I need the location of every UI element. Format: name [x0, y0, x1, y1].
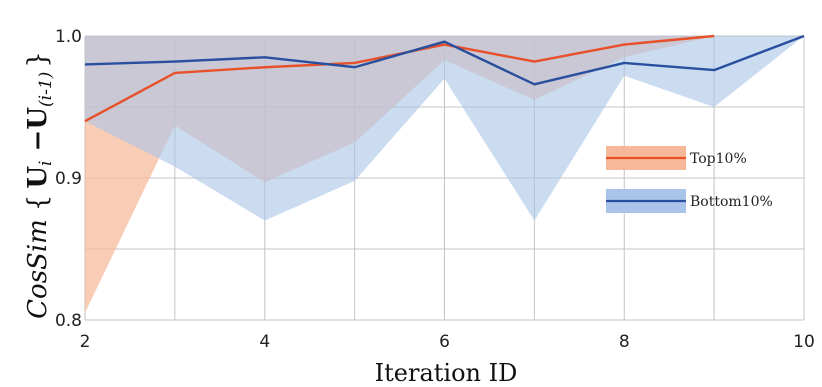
- legend: Top10% Bottom10%: [606, 146, 773, 213]
- legend-item-top10: Top10%: [606, 146, 747, 170]
- legend-label-bottom10: Bottom10%: [690, 194, 773, 210]
- y-axis-title-minus: −: [23, 130, 53, 161]
- line-bottom10: [84, 34, 805, 86]
- x-tick-label: 2: [80, 332, 91, 352]
- series-lines: [84, 34, 805, 123]
- y-axis-title-open-brace: {: [23, 195, 53, 212]
- y-axis-title-u1: U: [23, 166, 53, 189]
- bands: [85, 36, 804, 313]
- band-bottom10: [85, 36, 804, 221]
- x-tick-label: 8: [619, 332, 630, 352]
- y-axis-title-sub2: (i-1): [36, 72, 56, 107]
- y-tick-label: 0.8: [55, 311, 82, 331]
- y-tick-label: 1.0: [55, 27, 82, 47]
- y-axis-title-close-brace: }: [23, 51, 53, 68]
- x-tick-label: 6: [439, 332, 450, 352]
- y-axis-title: CosSim{Ui −U(i-1)}: [23, 51, 56, 319]
- y-axis-title-u2: U: [23, 107, 53, 130]
- x-axis-title: Iteration ID: [375, 359, 518, 387]
- x-ticks: 2 4 6 8 10: [80, 332, 815, 352]
- y-axis-title-sub1: i: [36, 161, 56, 166]
- legend-label-top10: Top10%: [690, 151, 747, 167]
- x-tick-label: 4: [259, 332, 270, 352]
- legend-item-bottom10: Bottom10%: [606, 189, 773, 213]
- y-ticks: 0.8 0.9 1.0: [55, 27, 82, 331]
- y-axis-title-prefix: CosSim: [23, 219, 53, 319]
- y-tick-label: 0.9: [55, 169, 82, 189]
- x-tick-label: 10: [793, 332, 815, 352]
